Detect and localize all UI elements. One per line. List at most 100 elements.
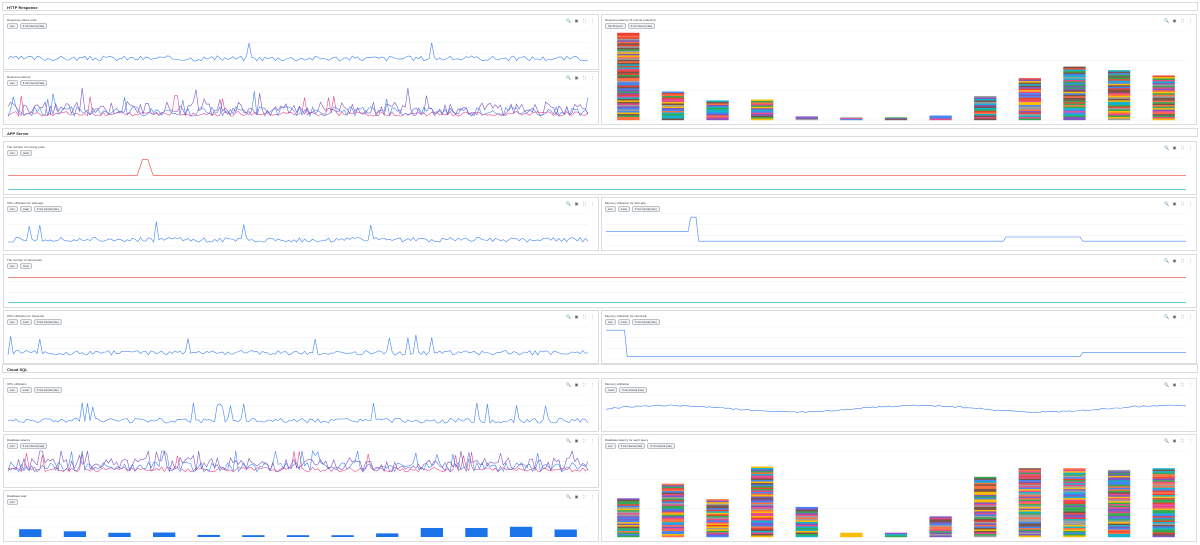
zoom-icon[interactable]: 🔍 — [1164, 438, 1169, 443]
more-icon[interactable]: ⋮ — [590, 382, 595, 387]
zoom-icon[interactable]: 🔍 — [1164, 258, 1169, 263]
zoom-icon[interactable]: 🔍 — [1164, 145, 1169, 150]
zoom-icon[interactable]: 🔍 — [1164, 201, 1169, 206]
more-icon[interactable]: ⋮ — [590, 438, 595, 443]
expand-icon[interactable]: ⛶ — [1181, 18, 1184, 23]
save-icon[interactable]: ▣ — [574, 75, 579, 80]
expand-icon[interactable]: ⛶ — [1181, 145, 1184, 150]
zoom-icon[interactable]: 🔍 — [566, 75, 571, 80]
section-app-header[interactable]: APP Server — [2, 128, 1198, 137]
filter-chip[interactable]: 5 min interval (rate) — [19, 23, 48, 29]
filter-chip[interactable]: sum — [7, 319, 18, 325]
filter-chip[interactable]: sum — [605, 443, 616, 449]
filter-chip[interactable]: mean — [617, 319, 630, 325]
filter-chip[interactable]: sum — [605, 206, 616, 212]
filter-chip[interactable]: 5 min interval (rate) — [627, 23, 656, 29]
filter-chip[interactable]: 5 min interval (rate) — [632, 319, 660, 325]
bar-segment — [1107, 106, 1131, 109]
more-icon[interactable]: ⋮ — [1188, 145, 1193, 150]
save-icon[interactable]: ▣ — [1172, 145, 1177, 150]
filter-chip[interactable]: mean — [19, 206, 32, 212]
filter-chip[interactable]: 5 min interval (rate) — [647, 443, 675, 449]
filter-chip[interactable]: sum — [7, 387, 18, 393]
more-icon[interactable]: ⋮ — [1188, 382, 1193, 387]
filter-chip[interactable]: sum — [7, 23, 18, 29]
filter-chip[interactable]: mean — [605, 387, 618, 393]
filter-chip[interactable]: sum — [7, 206, 18, 212]
bar-segment — [661, 501, 685, 504]
zoom-icon[interactable]: 🔍 — [566, 201, 571, 206]
zoom-icon[interactable]: 🔍 — [566, 438, 571, 443]
zoom-icon[interactable]: 🔍 — [566, 382, 571, 387]
filter-chip[interactable]: mean — [19, 319, 32, 325]
section-sql-header[interactable]: Cloud SQL — [2, 364, 1198, 373]
save-icon[interactable]: ▣ — [1172, 314, 1177, 319]
save-icon[interactable]: ▣ — [574, 18, 579, 23]
filter-chip[interactable]: sum — [7, 263, 18, 269]
save-icon[interactable]: ▣ — [574, 438, 579, 443]
bar — [286, 535, 310, 537]
section-http-header[interactable]: HTTP Response — [2, 2, 1198, 11]
expand-icon[interactable]: ⛶ — [583, 201, 586, 206]
filter-chip[interactable]: sum — [605, 319, 616, 325]
filter-chip[interactable]: Top 50 (sum) — [605, 23, 626, 29]
save-icon[interactable]: ▣ — [1172, 258, 1177, 263]
save-icon[interactable]: ▣ — [574, 494, 579, 499]
expand-icon[interactable]: ⛶ — [583, 75, 586, 80]
filter-chip[interactable]: sum — [7, 80, 18, 86]
expand-icon[interactable]: ⛶ — [583, 18, 586, 23]
expand-icon[interactable]: ⛶ — [1181, 314, 1184, 319]
filter-chip[interactable]: 5 min interval (rate) — [34, 206, 62, 212]
zoom-icon[interactable]: 🔍 — [566, 314, 571, 319]
bar-segment — [974, 97, 997, 100]
expand-icon[interactable]: ⛶ — [1181, 438, 1184, 443]
more-icon[interactable]: ⋮ — [1188, 201, 1193, 206]
filter-chip[interactable]: 5 min interval (rate) — [34, 387, 62, 393]
expand-icon[interactable]: ⛶ — [1181, 258, 1184, 263]
expand-icon[interactable]: ⛶ — [583, 494, 586, 499]
filter-chip[interactable]: count — [19, 263, 32, 269]
more-icon[interactable]: ⋮ — [590, 494, 595, 499]
save-icon[interactable]: ▣ — [1172, 438, 1177, 443]
filter-chip[interactable]: sum — [7, 150, 18, 156]
save-icon[interactable]: ▣ — [1172, 18, 1177, 23]
save-icon[interactable]: ▣ — [1172, 201, 1177, 206]
filter-chip[interactable]: 5 min interval (rate) — [19, 443, 48, 449]
bar-segment — [1018, 118, 1041, 121]
zoom-icon[interactable]: 🔍 — [1164, 382, 1169, 387]
filter-chip[interactable]: count — [19, 150, 32, 156]
zoom-icon[interactable]: 🔍 — [566, 18, 571, 23]
more-icon[interactable]: ⋮ — [1188, 314, 1193, 319]
expand-icon[interactable]: ⛶ — [1181, 382, 1184, 387]
expand-icon[interactable]: ⛶ — [583, 314, 586, 319]
zoom-icon[interactable]: 🔍 — [1164, 314, 1169, 319]
expand-icon[interactable]: ⛶ — [583, 438, 586, 443]
more-icon[interactable]: ⋮ — [1188, 258, 1193, 263]
bar-segment — [617, 86, 640, 89]
more-icon[interactable]: ⋮ — [590, 314, 595, 319]
expand-icon[interactable]: ⛶ — [583, 382, 586, 387]
filter-chip[interactable]: mean — [19, 387, 32, 393]
filter-chip[interactable]: 5 min interval (rate) — [632, 206, 660, 212]
save-icon[interactable]: ▣ — [574, 314, 579, 319]
zoom-icon[interactable]: 🔍 — [566, 494, 571, 499]
more-icon[interactable]: ⋮ — [1188, 438, 1193, 443]
filter-chip[interactable]: 5 min interval (rate) — [619, 387, 647, 393]
more-icon[interactable]: ⋮ — [590, 201, 595, 206]
more-icon[interactable]: ⋮ — [590, 18, 595, 23]
filter-chip[interactable]: 5 min interval (rate) — [19, 80, 48, 86]
save-icon[interactable]: ▣ — [1172, 382, 1177, 387]
filter-chip[interactable]: mean — [617, 206, 630, 212]
bar-segment — [1063, 69, 1086, 72]
zoom-icon[interactable]: 🔍 — [1164, 18, 1169, 23]
save-icon[interactable]: ▣ — [574, 201, 579, 206]
filter-chip[interactable]: 5 min interval (rate) — [617, 443, 646, 449]
bar-segment — [1018, 88, 1041, 91]
filter-chip[interactable]: 5 min interval (rate) — [34, 319, 62, 325]
save-icon[interactable]: ▣ — [574, 382, 579, 387]
expand-icon[interactable]: ⛶ — [1181, 201, 1184, 206]
filter-chip[interactable]: sum — [7, 499, 18, 505]
more-icon[interactable]: ⋮ — [1188, 18, 1193, 23]
more-icon[interactable]: ⋮ — [590, 75, 595, 80]
filter-chip[interactable]: sum — [7, 443, 18, 449]
